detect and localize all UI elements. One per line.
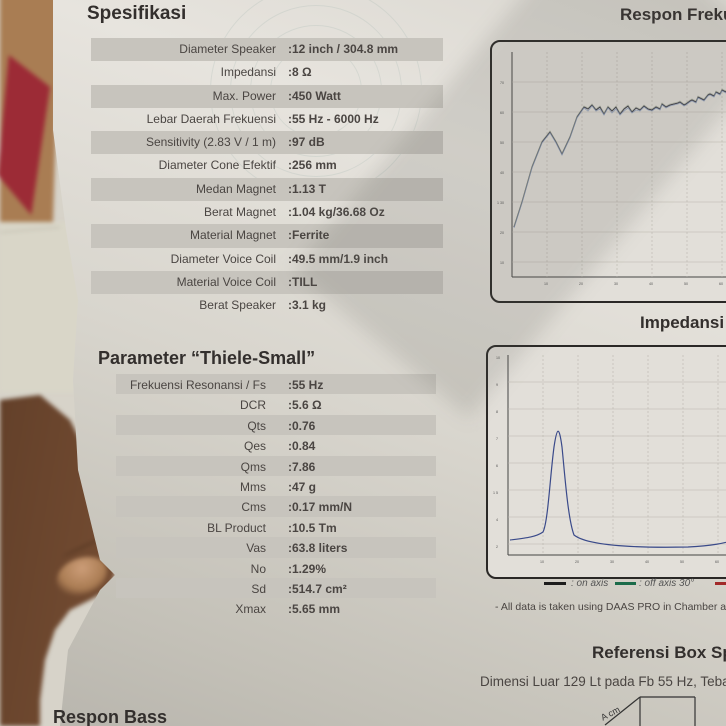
svg-text:1 5: 1 5 xyxy=(493,491,498,495)
svg-text:4: 4 xyxy=(496,518,498,522)
svg-text:40: 40 xyxy=(649,282,653,286)
svg-text:10: 10 xyxy=(540,560,544,564)
svg-text:50: 50 xyxy=(684,282,688,286)
svg-text:60: 60 xyxy=(715,560,719,564)
svg-text:7: 7 xyxy=(496,437,498,441)
svg-text:30: 30 xyxy=(614,282,618,286)
svg-text:6: 6 xyxy=(496,464,498,468)
svg-text:40: 40 xyxy=(645,560,649,564)
svg-text:8: 8 xyxy=(496,410,498,414)
svg-text:2: 2 xyxy=(496,545,498,549)
svg-text:20: 20 xyxy=(575,560,579,564)
svg-text:60: 60 xyxy=(719,282,723,286)
svg-text:30: 30 xyxy=(610,560,614,564)
svg-text:50: 50 xyxy=(680,560,684,564)
